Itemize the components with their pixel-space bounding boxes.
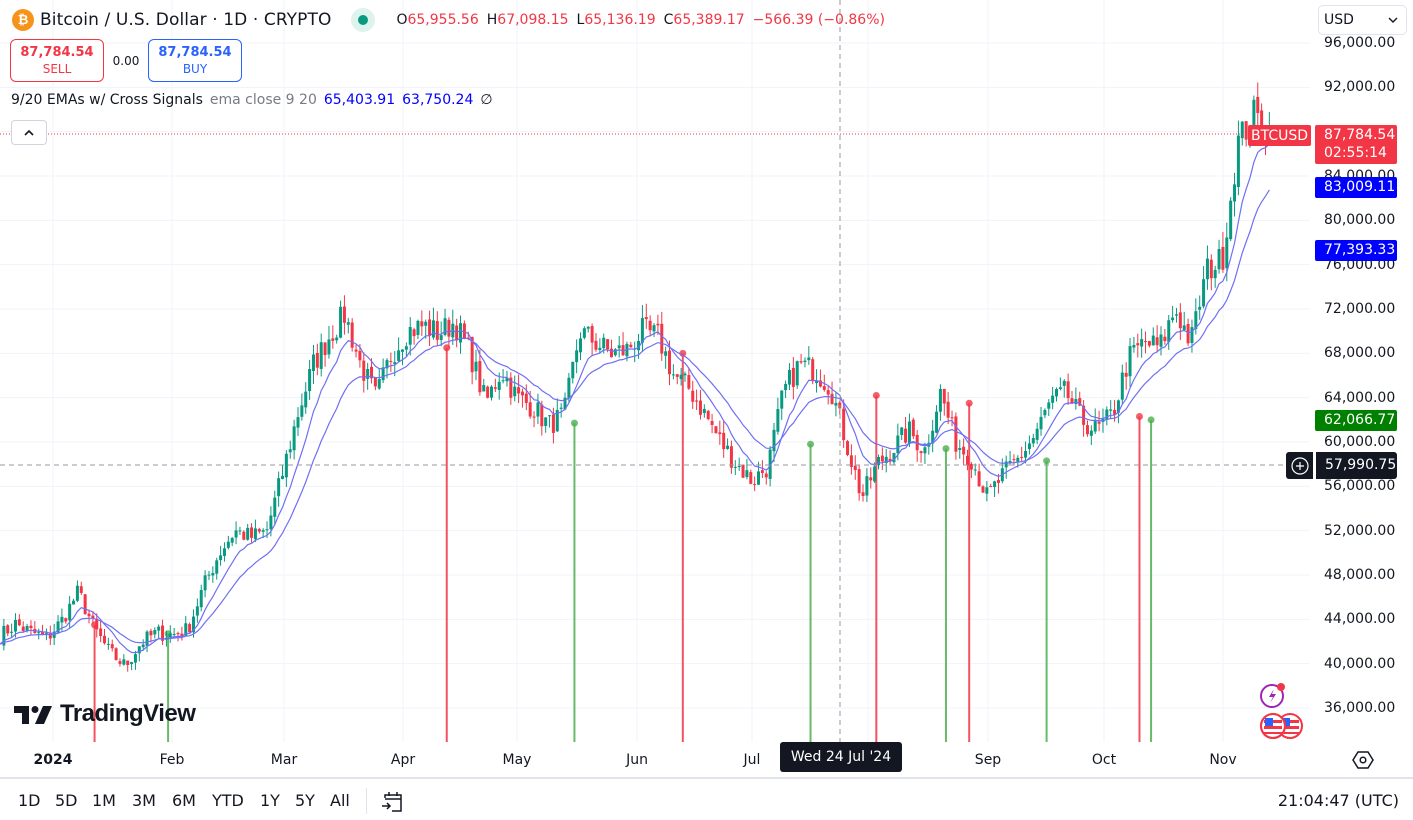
us-economic-events-icon[interactable] <box>1258 711 1308 741</box>
chevron-down-icon <box>1388 17 1398 23</box>
close-value: 65,389.17 <box>673 12 745 28</box>
price-axis-label: 52,000.00 <box>1324 522 1396 539</box>
price-axis-label: 36,000.00 <box>1324 699 1396 716</box>
cross-signal-lines <box>91 344 1155 742</box>
open-label: O <box>396 12 408 28</box>
close-label: C <box>663 12 674 28</box>
symbol-title[interactable]: Bitcoin / U.S. Dollar · 1D · CRYPTO <box>40 10 332 30</box>
price-axis-label: 56,000.00 <box>1324 478 1396 495</box>
add-alert-button[interactable] <box>1286 452 1313 479</box>
events-lightning-icon[interactable] <box>1258 680 1288 710</box>
toolbar-divider <box>366 788 367 814</box>
time-axis-label: Oct <box>1091 752 1117 768</box>
price-axis-label: 92,000.00 <box>1324 79 1396 96</box>
last-price: 87,784.54 <box>1324 127 1396 143</box>
crosshair-date-tag: Wed 24 Jul '24 <box>780 742 902 772</box>
ema20-price-tag: 77,393.33 <box>1315 240 1397 261</box>
time-axis-label: May <box>502 752 532 768</box>
indicator-legend[interactable]: 9/20 EMAs w/ Cross Signals ema close 9 2… <box>11 92 493 108</box>
time-axis-label: Nov <box>1209 752 1237 768</box>
ema9-line <box>0 143 1270 654</box>
trade-buttons: 87,784.54 SELL 0.00 87,784.54 BUY <box>10 39 242 82</box>
no-data-icon: ∅ <box>480 92 493 108</box>
range-button-all[interactable]: All <box>330 791 350 810</box>
price-axis-label: 40,000.00 <box>1324 655 1396 672</box>
low-value: 65,136.19 <box>584 12 656 28</box>
buy-button[interactable]: 87,784.54 BUY <box>148 39 242 82</box>
price-chart-canvas[interactable] <box>0 0 1413 777</box>
ohlc-values: O65,955.56 H67,098.15 L65,136.19 C65,389… <box>396 12 885 28</box>
market-status-icon[interactable] <box>351 8 376 32</box>
time-axis-label: Mar <box>270 752 298 768</box>
tradingview-mark-icon <box>14 706 52 724</box>
chart-settings-gear-icon[interactable] <box>1352 750 1374 770</box>
symbol-price-tag: BTCUSD <box>1248 125 1311 146</box>
plus-circle-icon <box>1290 456 1309 475</box>
range-button-6m[interactable]: 6M <box>172 791 196 810</box>
range-button-1d[interactable]: 1D <box>18 791 41 810</box>
chevron-up-icon <box>24 129 34 136</box>
low-label: L <box>576 12 585 28</box>
price-axis-label: 96,000.00 <box>1324 35 1396 51</box>
currency-value: USD <box>1324 12 1354 28</box>
change-value: −566.39 (−0.86%) <box>752 12 885 28</box>
open-value: 65,955.56 <box>407 12 479 28</box>
ema20-line <box>0 189 1270 645</box>
tradingview-logo-text: TradingView <box>60 700 196 727</box>
ema9-value: 65,403.91 <box>323 92 396 108</box>
utc-clock[interactable]: 21:04:47 (UTC) <box>1277 791 1399 810</box>
currency-select[interactable]: USD <box>1318 5 1407 35</box>
price-axis-label: 72,000.00 <box>1324 300 1396 317</box>
spread-value: 0.00 <box>112 53 140 68</box>
sell-button[interactable]: 87,784.54 SELL <box>10 39 104 82</box>
tradingview-logo[interactable]: TradingView <box>14 700 196 728</box>
range-button-3m[interactable]: 3M <box>132 791 156 810</box>
price-axis-label: 44,000.00 <box>1324 611 1396 628</box>
range-button-5d[interactable]: 5D <box>55 791 78 810</box>
grid-lines <box>0 0 1310 742</box>
time-axis-label: Jul <box>743 752 761 768</box>
high-label: H <box>486 12 498 28</box>
range-button-1y[interactable]: 1Y <box>260 791 280 810</box>
price-axis-label: 64,000.00 <box>1324 389 1396 406</box>
range-button-1m[interactable]: 1M <box>92 791 116 810</box>
sell-label: SELL <box>42 61 72 76</box>
time-axis-label: Sep <box>974 752 1002 768</box>
range-button-ytd[interactable]: YTD <box>212 791 244 810</box>
high-value: 67,098.15 <box>497 12 569 28</box>
price-axis-label: 80,000.00 <box>1324 212 1396 229</box>
collapse-legend-button[interactable] <box>11 120 47 145</box>
ema9-price-tag: 83,009.11 <box>1315 177 1397 198</box>
buy-label: BUY <box>182 61 208 76</box>
indicator-params: ema close 9 20 <box>209 92 317 108</box>
sell-price: 87,784.54 <box>20 44 94 60</box>
bottom-toolbar: 1D 5D 1M 3M 6M YTD 1Y 5Y All 21:04:47 (UTC) <box>0 777 1413 820</box>
buy-price: 87,784.54 <box>158 44 232 60</box>
price-axis-label: 60,000.00 <box>1324 433 1396 450</box>
last-price-tag: 87,784.54 02:55:14 <box>1315 125 1397 164</box>
signal-price-tag: 62,066.77 <box>1315 410 1397 431</box>
go-to-date-calendar-icon[interactable] <box>380 788 406 814</box>
symbol-legend: ₿ Bitcoin / U.S. Dollar · 1D · CRYPTO O6… <box>12 8 885 32</box>
crosshair-price-tag: 57,990.75 <box>1315 452 1397 479</box>
ema20-value: 63,750.24 <box>402 92 474 108</box>
bitcoin-logo-icon: ₿ <box>12 9 34 31</box>
time-axis-label: Feb <box>159 752 185 768</box>
time-axis-label: Apr <box>390 752 416 768</box>
indicator-name[interactable]: 9/20 EMAs w/ Cross Signals <box>11 92 203 108</box>
candlestick-series <box>2 82 1271 672</box>
time-axis-label: 2024 <box>33 752 73 768</box>
time-axis-label: Jun <box>626 752 648 768</box>
range-button-5y[interactable]: 5Y <box>295 791 315 810</box>
bar-countdown: 02:55:14 <box>1324 145 1387 161</box>
price-axis-label: 48,000.00 <box>1324 566 1396 583</box>
price-axis-label: 68,000.00 <box>1324 345 1396 362</box>
